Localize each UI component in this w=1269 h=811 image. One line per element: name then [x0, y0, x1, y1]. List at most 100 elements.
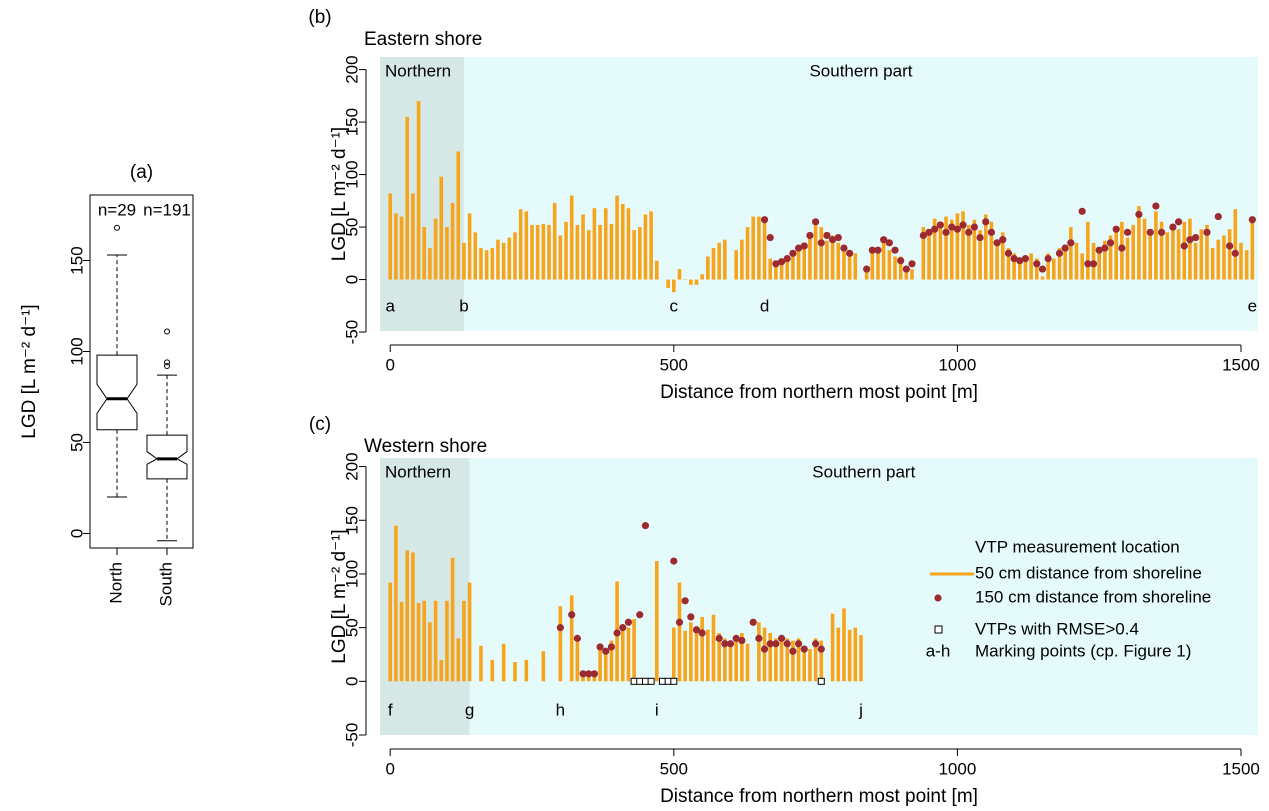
bar: [944, 216, 948, 280]
bar: [734, 636, 738, 682]
bar: [734, 250, 738, 280]
y-tick-label: 50: [67, 433, 86, 452]
bar: [955, 213, 960, 280]
point: [1010, 254, 1018, 263]
y-tick-label: 200: [342, 452, 361, 480]
y-axis-label: LGD [L m⁻² d⁻¹]: [329, 529, 350, 663]
point: [919, 231, 927, 240]
bar: [842, 608, 846, 682]
bar: [819, 227, 824, 280]
point: [755, 634, 763, 642]
point: [800, 242, 808, 250]
x-tick-label: South: [156, 562, 175, 606]
point: [1214, 212, 1222, 221]
point: [1192, 233, 1200, 242]
point: [1169, 223, 1177, 231]
bar: [394, 213, 398, 280]
bar: [881, 242, 886, 280]
bar: [1131, 224, 1136, 280]
bar: [836, 627, 841, 682]
x-tick-label: 500: [660, 355, 688, 374]
panel-label: (a): [130, 162, 153, 183]
y-tick-label: 0: [342, 677, 361, 686]
bar: [416, 101, 421, 280]
point: [993, 239, 1001, 247]
bar: [445, 227, 449, 280]
bar: [1046, 253, 1050, 280]
point: [1123, 228, 1132, 236]
point: [1146, 228, 1154, 236]
bar: [876, 251, 880, 280]
bar: [450, 557, 455, 682]
point: [568, 611, 576, 619]
point: [1226, 242, 1234, 250]
bar: [1125, 237, 1130, 280]
point: [1084, 260, 1092, 268]
bar: [513, 232, 517, 280]
bar: [1029, 253, 1033, 280]
bar: [1137, 206, 1141, 280]
point: [794, 640, 803, 648]
bar: [467, 582, 472, 682]
bar: [745, 643, 750, 682]
bar: [785, 638, 790, 682]
bar: [411, 552, 415, 682]
bar: [898, 256, 903, 280]
point: [1180, 242, 1188, 250]
bar: [416, 602, 421, 682]
legend-label: VTPs with RMSE>0.4: [975, 619, 1139, 638]
bar: [740, 239, 744, 280]
bar: [490, 248, 495, 280]
bar: [740, 633, 744, 682]
bar: [433, 218, 438, 280]
bar: [422, 600, 427, 682]
bar: [949, 219, 954, 280]
x-axis-label: Distance from northern most point [m]: [660, 786, 978, 807]
y-tick-label: 200: [342, 55, 361, 83]
point: [1095, 246, 1103, 254]
bar: [467, 213, 472, 280]
point: [726, 640, 735, 648]
point: [987, 228, 996, 236]
region: [463, 57, 1259, 331]
y-tick-label: 50: [342, 218, 361, 237]
bar: [649, 211, 653, 280]
bar: [1069, 227, 1073, 280]
point: [1152, 202, 1160, 210]
point: [675, 618, 684, 626]
point: [596, 643, 604, 651]
point: [800, 645, 808, 653]
rmse-square: [658, 677, 666, 685]
bar: [1114, 227, 1119, 280]
bar: [569, 195, 574, 280]
point: [897, 257, 905, 265]
bar: [853, 627, 858, 682]
panel-label: (b): [308, 7, 331, 28]
point: [829, 236, 837, 244]
bar: [524, 659, 529, 682]
legend-label: 50 cm distance from shoreline: [975, 563, 1202, 582]
count-label: n=29: [98, 200, 136, 219]
bar: [847, 629, 852, 682]
point: [1033, 260, 1041, 268]
y-tick-label: -50: [342, 723, 361, 748]
bar: [643, 214, 648, 280]
bar: [1176, 229, 1181, 280]
bar: [654, 260, 659, 280]
region-label: Northern: [385, 462, 451, 481]
marking-point: d: [760, 296, 769, 315]
marking-point: c: [670, 296, 679, 315]
point: [1186, 236, 1194, 244]
bar: [456, 151, 461, 280]
bar: [774, 638, 778, 682]
marking-point: h: [556, 700, 565, 719]
point: [1157, 228, 1166, 236]
bar: [399, 601, 404, 682]
point: [681, 597, 689, 605]
rmse-square: [641, 677, 649, 685]
bar: [1000, 232, 1005, 280]
point: [846, 249, 854, 257]
bar: [989, 221, 994, 280]
point: [1135, 210, 1143, 219]
rmse-square: [817, 677, 825, 685]
